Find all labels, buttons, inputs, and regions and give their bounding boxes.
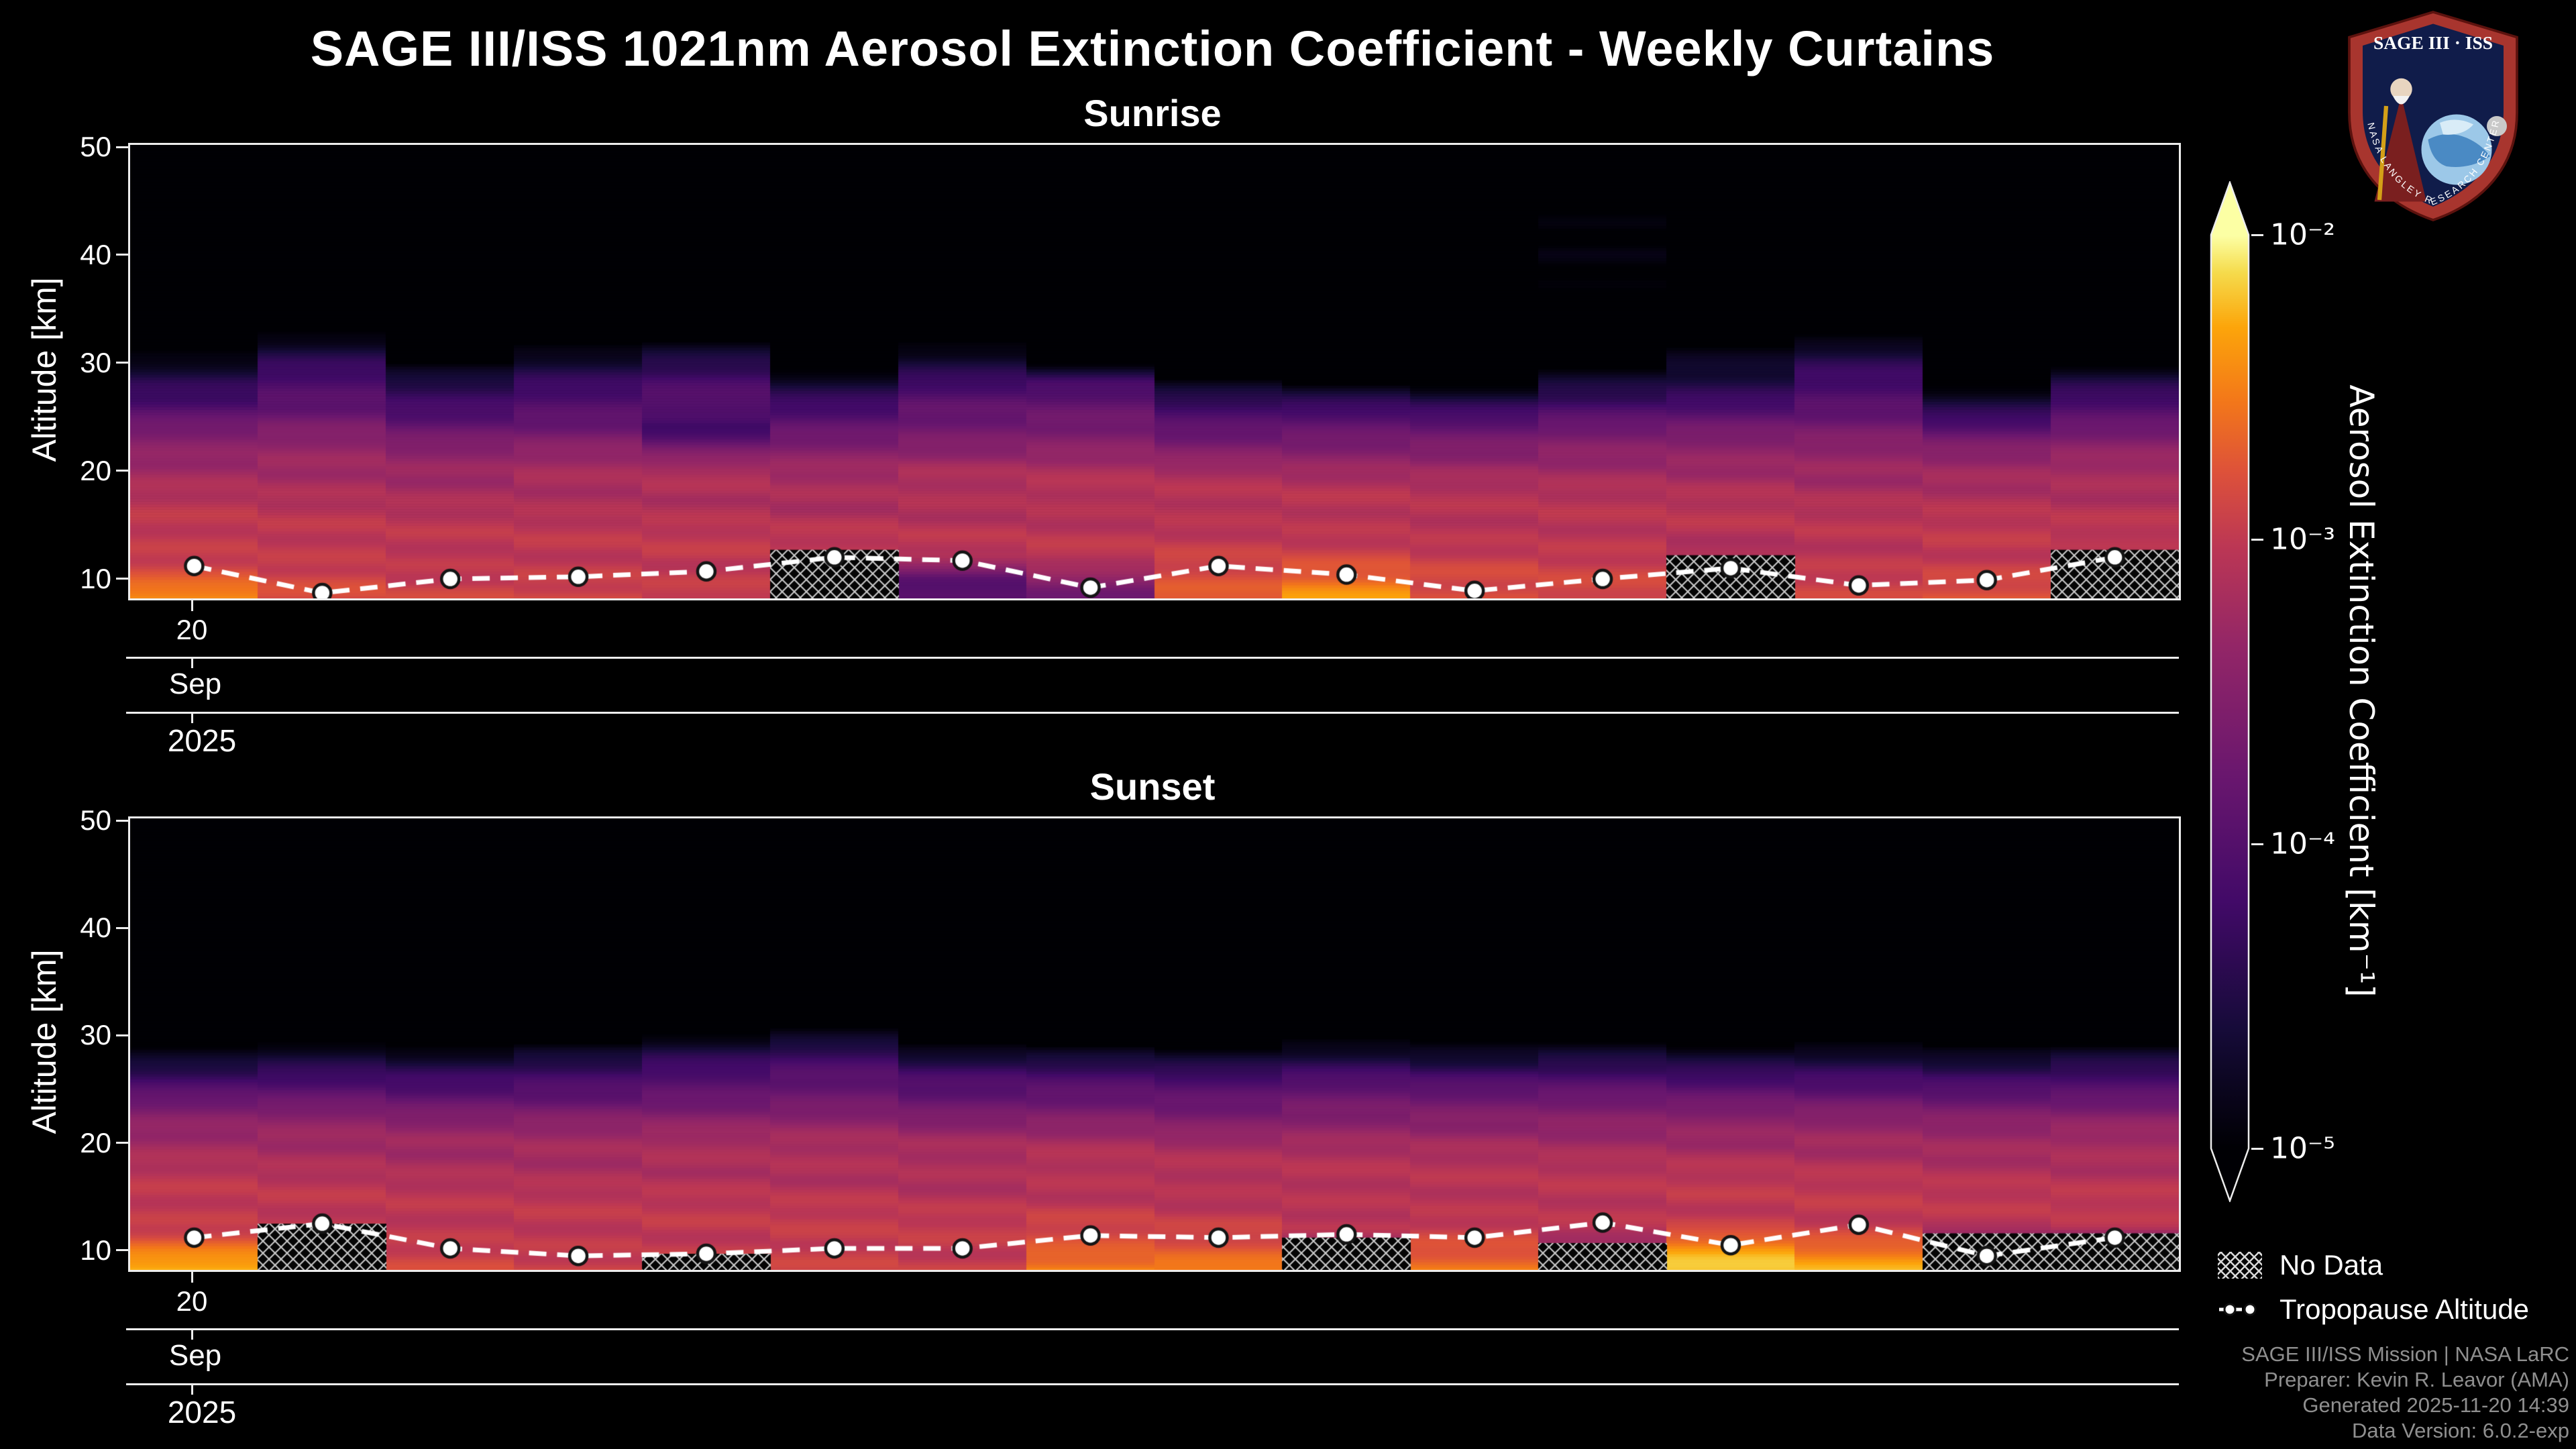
x-tick-month: Sep: [168, 667, 222, 700]
date-axis-line: [126, 1328, 2179, 1330]
colorbar-tick-label: 10⁻⁵: [2270, 1131, 2335, 1166]
no-data-hatch-icon: [2218, 1252, 2262, 1279]
x-tick-mark: [191, 1272, 193, 1283]
x-tick-day: 20: [176, 614, 208, 645]
y-tick-mark: [116, 926, 128, 929]
x-tick-month: Sep: [168, 1339, 222, 1372]
date-axis-tick: [191, 714, 193, 723]
legend-item-no-data: No Data: [2218, 1249, 2529, 1281]
y-tick-label: 30: [80, 346, 111, 378]
colorbar-tick-label: 10⁻³: [2270, 522, 2335, 557]
legend-label-tropopause: Tropopause Altitude: [2279, 1293, 2530, 1325]
logo-moon: [2487, 116, 2507, 136]
y-tick-mark: [116, 254, 128, 256]
colorbar: [2210, 180, 2250, 1203]
date-axis-line: [126, 657, 2179, 659]
legend-item-tropopause: Tropopause Altitude: [2218, 1293, 2529, 1326]
y-tick-label: 30: [80, 1019, 111, 1051]
sunrise-heatmap: [130, 145, 2179, 598]
y-tick-label: 50: [80, 131, 111, 162]
panel-title-sunset: Sunset: [1089, 765, 1216, 808]
logo-earth-cloud: [2440, 119, 2473, 135]
logo-figure-head: [2390, 78, 2412, 101]
date-axis-line: [126, 1383, 2179, 1385]
colorbar-tick-mark: [2251, 843, 2263, 845]
sunrise-plot-area: 10 20 30 40 50: [80, 131, 2181, 600]
legend: No Data Tropopause Altitude: [2218, 1249, 2529, 1326]
y-tick-label: 20: [80, 454, 111, 486]
x-tick-year: 2025: [167, 1395, 237, 1430]
x-tick-mark: [191, 600, 193, 611]
y-tick-label: 20: [80, 1126, 111, 1159]
credits-preparer: Preparer: Kevin R. Leavor (AMA): [2264, 1368, 2569, 1391]
sunset-panel: 10 20 30 40 50 20 Sep 2025: [80, 804, 2181, 1430]
panel-title-sunrise: Sunrise: [1083, 92, 1222, 134]
figure-title: SAGE III/ISS 1021nm Aerosol Extinction C…: [310, 21, 1995, 76]
sunset-x-axis: 20 Sep 2025: [126, 1272, 2179, 1433]
date-axis-line: [126, 712, 2179, 714]
y-tick-mark: [116, 1142, 128, 1144]
sunset-plot-area: 10 20 30 40 50: [80, 804, 2181, 1272]
y-tick-mark: [116, 146, 128, 148]
y-tick-label: 10: [80, 1234, 111, 1266]
sunset-heatmap: [130, 818, 2179, 1270]
y-tick-label: 50: [80, 804, 111, 836]
date-axis-tick: [191, 659, 193, 668]
colorbar-tick-mark: [2251, 233, 2263, 236]
sage-iii-iss-logo: SAGE III · ISS NASA LANGLEY RESEARCH CEN…: [2348, 11, 2518, 221]
y-tick-mark: [116, 362, 128, 364]
sunrise-x-axis: 20 Sep 2025: [126, 600, 2179, 761]
colorbar-gradient: [2210, 180, 2250, 1203]
logo-figure-robe: [2374, 96, 2426, 202]
date-axis-tick: [191, 1330, 193, 1340]
credits-block: SAGE III/ISS Mission | NASA LaRC Prepare…: [2241, 1342, 2569, 1444]
colorbar-tick-label: 10⁻⁴: [2270, 826, 2335, 861]
sunrise-panel: 10 20 30 40 50 20 Sep 2025: [80, 131, 2181, 758]
logo-title: SAGE III · ISS: [2373, 32, 2493, 53]
y-tick-mark: [116, 470, 128, 472]
credits-mission: SAGE III/ISS Mission | NASA LaRC: [2241, 1342, 2569, 1366]
y-tick-label: 10: [80, 562, 111, 594]
colorbar-tick-mark: [2251, 1147, 2263, 1150]
legend-label-no-data: No Data: [2279, 1249, 2383, 1281]
credits-generated: Generated 2025-11-20 14:39: [2302, 1393, 2569, 1417]
y-tick-mark: [116, 819, 128, 822]
y-tick-mark: [116, 1249, 128, 1252]
y-tick-mark: [116, 1034, 128, 1036]
colorbar-tick-label: 10⁻²: [2270, 217, 2335, 252]
x-tick-year: 2025: [167, 723, 237, 758]
logo-earth-ocean: [2428, 133, 2490, 167]
tropopause-line-icon: [2219, 1303, 2261, 1316]
y-tick-mark: [116, 578, 128, 580]
y-tick-label: 40: [80, 912, 111, 944]
logo-figure-beard: [2393, 96, 2410, 105]
x-tick-day: 20: [176, 1285, 208, 1317]
logo-staff: [2377, 105, 2389, 201]
colorbar-tick-mark: [2251, 538, 2263, 541]
y-tick-label: 40: [80, 238, 111, 270]
date-axis-tick: [191, 1385, 193, 1395]
credits-data-version: Data Version: 6.0.2-exp: [2352, 1419, 2569, 1442]
